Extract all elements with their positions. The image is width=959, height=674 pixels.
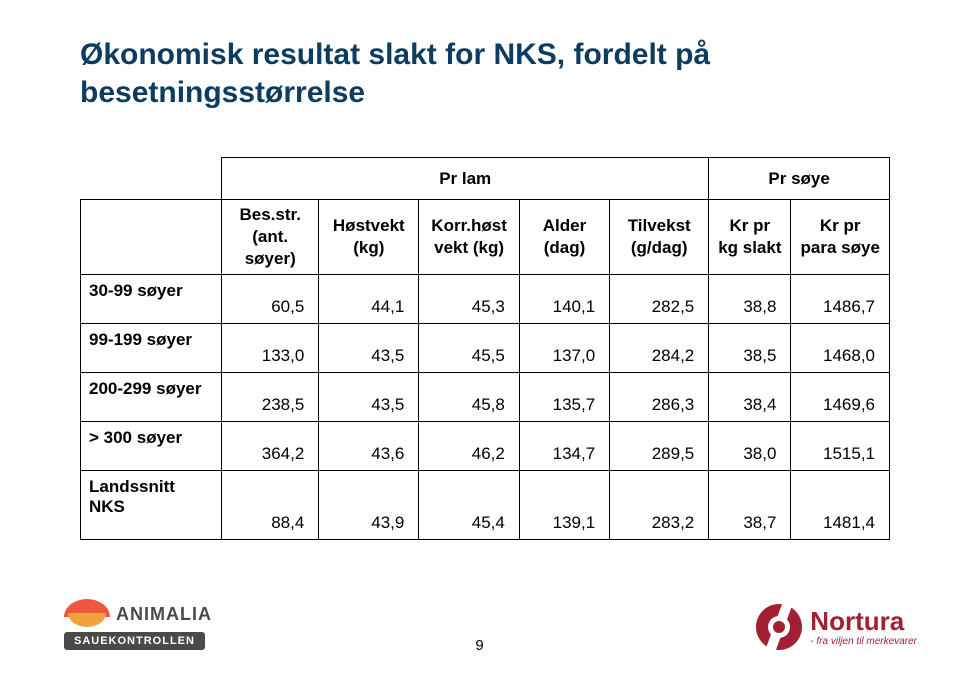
- cell: 88,4: [222, 471, 319, 540]
- animalia-wordmark: ANIMALIA: [116, 604, 212, 625]
- table-row: Landssnitt NKS 88,4 43,9 45,4 139,1 283,…: [81, 471, 890, 540]
- nortura-tagline: - fra viljen til merkevarer: [810, 636, 917, 647]
- cell: 1486,7: [791, 275, 890, 324]
- page-title: Økonomisk resultat slakt for NKS, fordel…: [80, 36, 899, 111]
- col-krpara: Kr prpara søye: [791, 200, 890, 275]
- cell: 284,2: [610, 324, 709, 373]
- cell: 45,4: [419, 471, 519, 540]
- table-row: 99-199 søyer 133,0 43,5 45,5 137,0 284,2…: [81, 324, 890, 373]
- nortura-wordmark: Nortura: [810, 607, 917, 636]
- cell: 38,8: [709, 275, 791, 324]
- col-bes: Bes.str.(ant. søyer): [222, 200, 319, 275]
- cell: 38,7: [709, 471, 791, 540]
- cell: 286,3: [610, 373, 709, 422]
- row-label: 30-99 søyer: [81, 275, 222, 324]
- title-line-2: besetningsstørrelse: [80, 76, 365, 109]
- cell: 139,1: [519, 471, 609, 540]
- animalia-swoosh-icon: [64, 599, 110, 629]
- cell: 282,5: [610, 275, 709, 324]
- table-row: 30-99 søyer 60,5 44,1 45,3 140,1 282,5 3…: [81, 275, 890, 324]
- col-host: Høstvekt(kg): [319, 200, 419, 275]
- cell: 43,6: [319, 422, 419, 471]
- title-line-1: Økonomisk resultat slakt for NKS, fordel…: [80, 38, 710, 71]
- sauekontrollen-badge: SAUEKONTROLLEN: [64, 632, 205, 650]
- col-krslakt: Kr prkg slakt: [709, 200, 791, 275]
- cell: 43,5: [319, 373, 419, 422]
- super-header-row: Pr lam Pr søye: [81, 158, 890, 200]
- pr-soye-header: Pr søye: [709, 158, 890, 200]
- cell: 135,7: [519, 373, 609, 422]
- results-table: Pr lam Pr søye Bes.str.(ant. søyer) Høst…: [80, 157, 890, 540]
- cell: 43,9: [319, 471, 419, 540]
- cell: 283,2: [610, 471, 709, 540]
- cell: 1468,0: [791, 324, 890, 373]
- blank-cell: [81, 200, 222, 275]
- cell: 289,5: [610, 422, 709, 471]
- nortura-o-icon: [756, 604, 802, 650]
- row-label: 99-199 søyer: [81, 324, 222, 373]
- row-label: 200-299 søyer: [81, 373, 222, 422]
- cell: 45,5: [419, 324, 519, 373]
- blank-cell: [81, 158, 222, 200]
- footer: ANIMALIA SAUEKONTROLLEN 9 Nortura - fra …: [0, 584, 959, 654]
- table-row: 200-299 søyer 238,5 43,5 45,8 135,7 286,…: [81, 373, 890, 422]
- cell: 38,4: [709, 373, 791, 422]
- col-alder: Alder(dag): [519, 200, 609, 275]
- cell: 46,2: [419, 422, 519, 471]
- cell: 1481,4: [791, 471, 890, 540]
- cell: 364,2: [222, 422, 319, 471]
- cell: 60,5: [222, 275, 319, 324]
- col-korr: Korr.høstvekt (kg): [419, 200, 519, 275]
- cell: 45,8: [419, 373, 519, 422]
- cell: 238,5: [222, 373, 319, 422]
- animalia-logo: ANIMALIA SAUEKONTROLLEN: [64, 599, 212, 650]
- cell: 38,5: [709, 324, 791, 373]
- nortura-logo: Nortura - fra viljen til merkevarer: [756, 604, 917, 650]
- row-label: Landssnitt NKS: [81, 471, 222, 540]
- cell: 44,1: [319, 275, 419, 324]
- cell: 45,3: [419, 275, 519, 324]
- cell: 43,5: [319, 324, 419, 373]
- cell: 1515,1: [791, 422, 890, 471]
- page-number: 9: [475, 637, 483, 654]
- cell: 137,0: [519, 324, 609, 373]
- cell: 1469,6: [791, 373, 890, 422]
- cell: 133,0: [222, 324, 319, 373]
- cell: 134,7: [519, 422, 609, 471]
- cell: 140,1: [519, 275, 609, 324]
- col-tilv: Tilvekst(g/dag): [610, 200, 709, 275]
- column-header-row: Bes.str.(ant. søyer) Høstvekt(kg) Korr.h…: [81, 200, 890, 275]
- row-label: > 300 søyer: [81, 422, 222, 471]
- pr-lam-header: Pr lam: [222, 158, 709, 200]
- table-row: > 300 søyer 364,2 43,6 46,2 134,7 289,5 …: [81, 422, 890, 471]
- cell: 38,0: [709, 422, 791, 471]
